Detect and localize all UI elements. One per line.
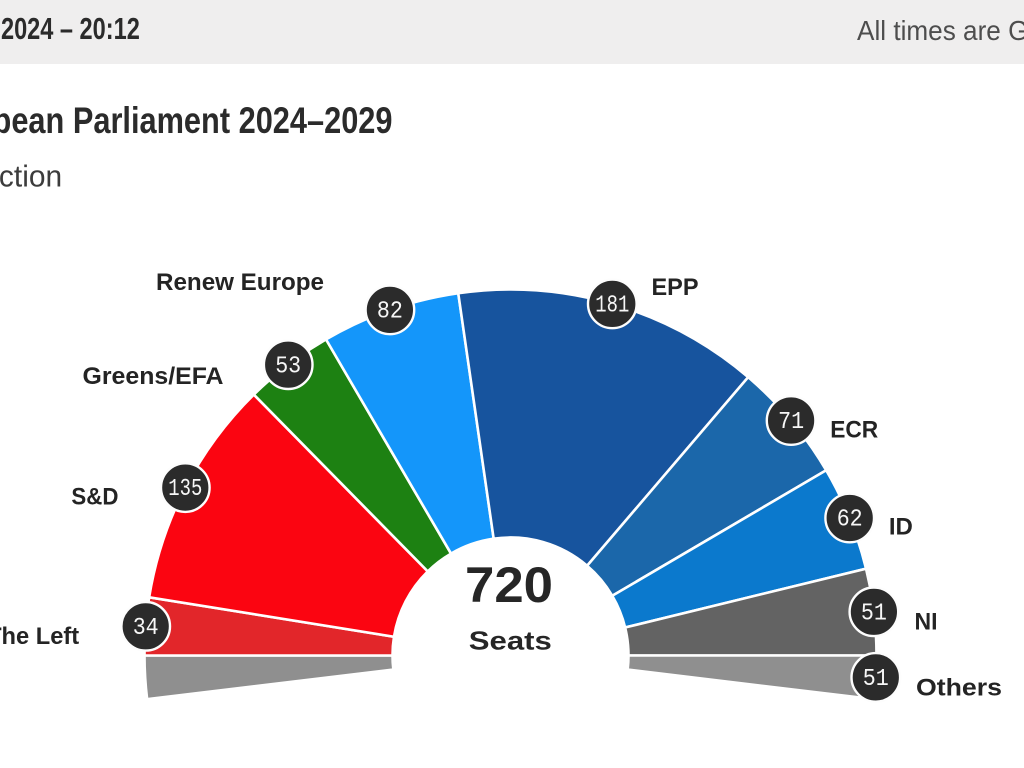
svg-text:82: 82 bbox=[377, 299, 403, 326]
svg-text:European Parliament 2024–2029: European Parliament 2024–2029 bbox=[0, 100, 393, 141]
svg-text:720: 720 bbox=[465, 557, 553, 613]
svg-text:51: 51 bbox=[863, 666, 889, 693]
svg-text:71: 71 bbox=[778, 409, 804, 436]
svg-text:Seats: Seats bbox=[469, 625, 552, 655]
svg-text:Greens/EFA: Greens/EFA bbox=[83, 363, 224, 390]
svg-text:53: 53 bbox=[275, 353, 301, 380]
svg-text:62: 62 bbox=[837, 507, 863, 534]
svg-text:NI: NI bbox=[915, 608, 938, 635]
svg-text:181: 181 bbox=[595, 293, 629, 320]
svg-text:S&D: S&D bbox=[71, 483, 118, 510]
svg-text:34: 34 bbox=[133, 615, 159, 642]
svg-text:EPP: EPP bbox=[652, 274, 699, 301]
svg-text:51: 51 bbox=[861, 600, 887, 627]
svg-text:The Left: The Left bbox=[0, 623, 79, 650]
svg-text:Renew Europe: Renew Europe bbox=[156, 269, 324, 296]
svg-text:Others: Others bbox=[916, 674, 1002, 701]
svg-text:ID: ID bbox=[889, 513, 913, 540]
svg-text:ECR: ECR bbox=[830, 417, 878, 444]
svg-text:135: 135 bbox=[168, 476, 202, 503]
svg-text:All times are GMT+2: All times are GMT+2 bbox=[857, 15, 1024, 46]
svg-text:Projection: Projection bbox=[0, 158, 62, 193]
svg-text:9 June 2024 – 20:12: 9 June 2024 – 20:12 bbox=[0, 11, 140, 46]
